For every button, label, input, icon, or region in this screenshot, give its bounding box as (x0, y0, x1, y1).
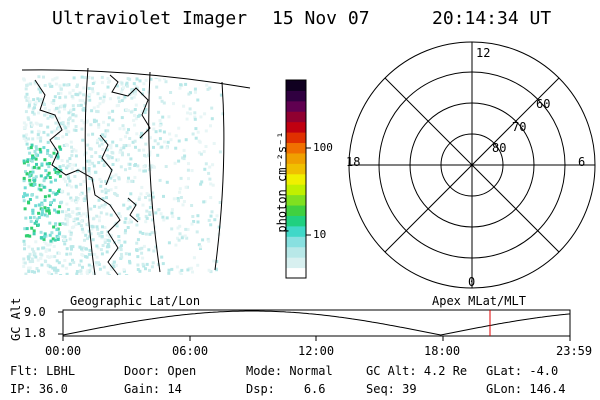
colorbar-cell (286, 194, 306, 206)
lat-line (21, 69, 251, 89)
colorbar-cell (286, 215, 306, 227)
polar-label-18: 18 (346, 155, 361, 169)
altitude-xtick-2359: 23:59 (556, 344, 593, 358)
polar-label-6: 6 (578, 155, 586, 169)
altitude-xtick-0600: 06:00 (172, 344, 209, 358)
status-ip: IP: 36.0 (10, 382, 68, 396)
altitude-ytick-1-8: 1.8 (24, 326, 46, 340)
status-glon: GLon: 146.4 (486, 382, 566, 396)
colorbar-cell (286, 205, 306, 216)
colorbar-cell (286, 121, 306, 133)
header-time: 20:14:34 UT (432, 8, 552, 29)
colorbar-cell (286, 90, 306, 102)
status-dsp: Dsp: 6.6 (246, 382, 326, 396)
colorbar-cell (286, 152, 306, 164)
polar-diag-2 (384, 77, 560, 253)
colorbar-cell (286, 142, 306, 154)
lon-line (148, 71, 161, 273)
lon-line (84, 67, 96, 276)
status-gain: Gain: 14 (124, 382, 182, 396)
altitude-xtick-1800: 18:00 (424, 344, 461, 358)
polar-lat-60: 60 (536, 97, 551, 111)
altitude-ytick-9: 9.0 (24, 305, 46, 319)
polar-label-12: 12 (476, 46, 491, 60)
colorbar-cell (286, 163, 306, 175)
polar-lat-80: 80 (492, 141, 507, 155)
colorbar-cell (286, 236, 306, 248)
altitude-ylabel: GC Alt (9, 297, 23, 341)
altitude-curve (62, 310, 571, 336)
altitude-xtick-1200: 12:00 (298, 344, 335, 358)
colorbar-cell (286, 111, 306, 123)
colorbar-tick-10: 10 (313, 228, 327, 241)
colorbar-cell (286, 100, 306, 112)
colorbar-cell (286, 132, 306, 144)
status-mode: Mode: Normal (246, 364, 333, 378)
polar-label-0: 0 (468, 275, 476, 289)
coastline (34, 79, 121, 276)
lon-line (214, 81, 225, 271)
colorbar-cell (286, 257, 306, 269)
status-seq: Seq: 39 (366, 382, 417, 396)
altitude-xtick-0000: 00:00 (45, 344, 82, 358)
status-glat: GLat: -4.0 (486, 364, 559, 378)
polar-caption: Apex MLat/MLT (432, 294, 526, 308)
colorbar-tick-100: 100 (313, 141, 333, 154)
colorbar-cell (286, 225, 306, 237)
colorbar-cell (286, 246, 306, 258)
colorbar-cell (286, 80, 306, 91)
app-title: Ultraviolet Imager (52, 8, 248, 29)
status-flt: Flt: LBHL (10, 364, 76, 378)
header-date: 15 Nov 07 (272, 8, 370, 29)
colorbar-cell (286, 184, 306, 196)
colorbar-cell (286, 267, 306, 279)
coastline (99, 134, 113, 186)
polar-lat-70: 70 (512, 120, 527, 134)
map-caption: Geographic Lat/Lon (70, 294, 201, 308)
colorbar-cell (286, 173, 306, 185)
coastline (127, 197, 139, 223)
coastline (109, 74, 151, 139)
status-gc-alt: GC Alt: 4.2 Re (366, 364, 468, 378)
status-door: Door: Open (124, 364, 197, 378)
